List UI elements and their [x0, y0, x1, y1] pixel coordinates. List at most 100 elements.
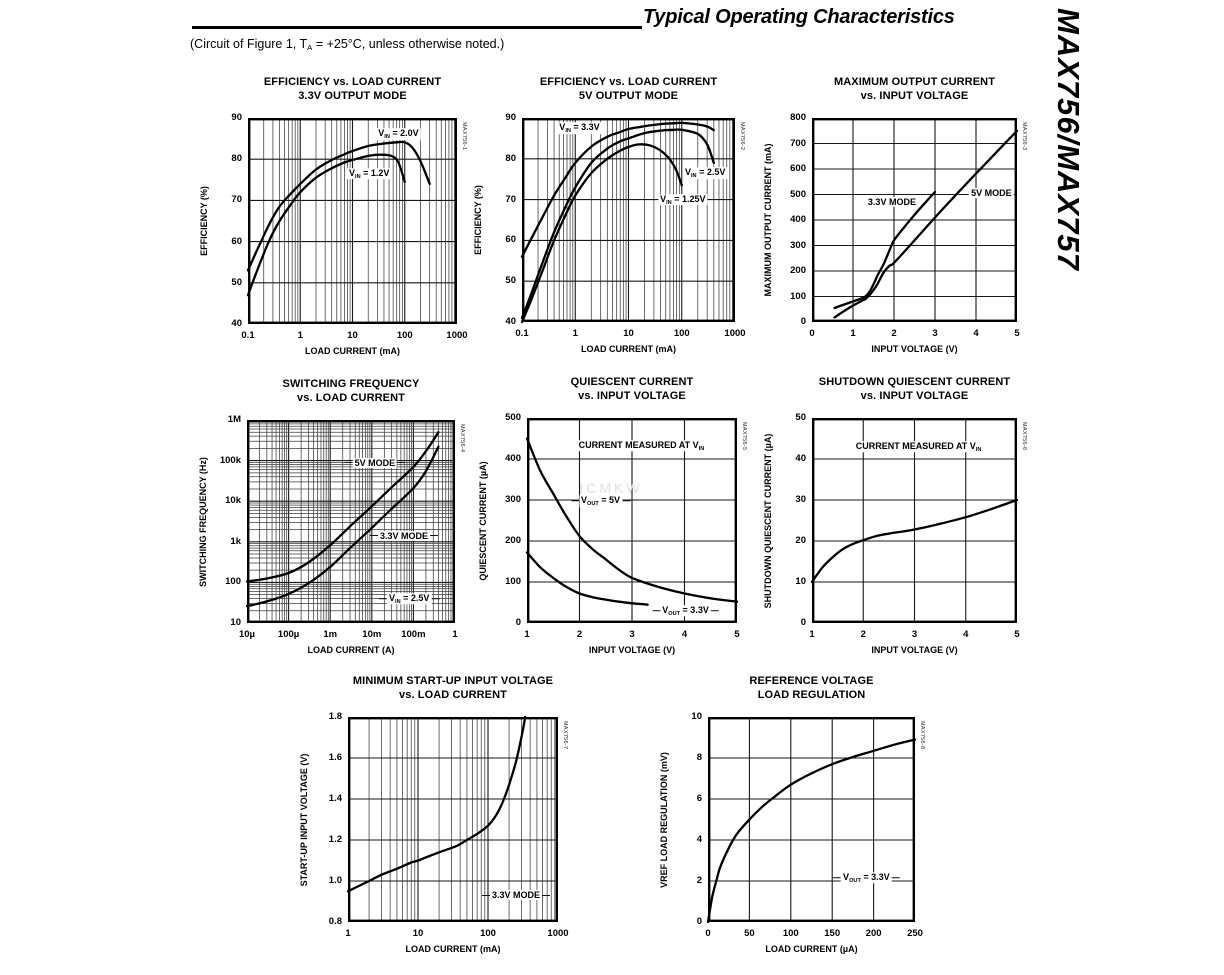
curve-label-text: VIN = 2.5V [387, 592, 432, 605]
x-tick: 1 [809, 629, 815, 640]
x-tick: 10 [412, 928, 424, 939]
x-tick: 1 [297, 330, 303, 341]
y-tick: 500 [790, 188, 806, 200]
y-tick: 50 [505, 275, 516, 287]
chart-title-line: EFFICIENCY vs. LOAD CURRENT [263, 76, 442, 88]
curve-label: VIN = 2.5V [379, 592, 440, 605]
curve-label-text: VIN = 1.25V [658, 193, 708, 206]
series-vout-3.3v [525, 551, 649, 606]
y-tick: 4 [696, 834, 702, 845]
x-tick: 100 [396, 330, 413, 341]
series-3.3v-mode [245, 445, 440, 608]
x-tick: 10m [362, 629, 382, 640]
chart-id: MAX756-5 [741, 422, 747, 451]
x-tick: 100 [480, 928, 496, 939]
header-rule [192, 26, 642, 29]
x-tick: 4 [681, 629, 688, 640]
chart-id: MAX756-4 [459, 424, 465, 453]
y-axis-label: START-UP INPUT VOLTAGE (V) [299, 753, 309, 886]
label-dash [397, 461, 406, 464]
curve-label-text: VOUT = 3.3V [660, 604, 711, 617]
y-tick: 800 [790, 112, 806, 123]
x-axis-label: LOAD CURRENT (µA) [765, 944, 858, 954]
label-dash [370, 535, 379, 537]
chart-id: MAX756-3 [1021, 122, 1027, 151]
y-tick: 70 [505, 193, 516, 205]
label-dash [833, 877, 842, 879]
x-tick: 1000 [547, 928, 569, 939]
label-dash [622, 500, 631, 502]
chart-id: MAX756-8 [919, 721, 925, 750]
chart-title: EFFICIENCY vs. LOAD CURRENT 5V OUTPUT MOD… [482, 76, 775, 103]
curve-label-text: 5V MODE [352, 457, 398, 468]
y-tick: 6 [696, 793, 702, 804]
label-dash [344, 461, 353, 464]
y-tick: 50 [795, 412, 806, 423]
plot-area [525, 418, 739, 624]
label-dash [431, 597, 440, 600]
series-vin-2.0v [246, 140, 431, 272]
series-vin-2.5v [520, 128, 715, 320]
y-tick: 40 [795, 453, 806, 464]
chart-title-line: LOAD REGULATION [757, 688, 866, 701]
x-axis-label: INPUT VOLTAGE (V) [871, 344, 958, 354]
series-3.3v-mode [346, 715, 527, 893]
series-vout-3.3v [706, 738, 917, 924]
part-number-vertical: MAX756/MAX757 [1051, 8, 1086, 271]
curve-label-text: 3.3V MODE [489, 890, 543, 901]
series-vin-3.3v [520, 121, 715, 258]
x-tick: 1 [452, 629, 458, 640]
x-tick: 0 [705, 928, 711, 939]
conditions-note: (Circuit of Figure 1, TA = +25°C, unless… [190, 37, 505, 53]
chart-title-line: SHUTDOWN QUIESCENT CURRENT [818, 376, 1011, 388]
x-tick: 150 [824, 928, 841, 939]
chart-title-line: vs. INPUT VOLTAGE [578, 389, 686, 402]
x-tick: 50 [744, 928, 755, 939]
x-tick: 4 [963, 629, 969, 640]
chart-title: EFFICIENCY vs. LOAD CURRENT 3.3V OUTPUT M… [208, 76, 497, 103]
curve-label: 3.3V MODE [481, 890, 551, 901]
label-dash [891, 877, 900, 879]
series-5v-mode [245, 431, 440, 583]
curve-label: VOUT = 3.3V [833, 872, 900, 884]
chart-title-line: 5V OUTPUT MODE [578, 89, 679, 102]
chart-minimum-start-up-input-voltage-vs-load-current: MINIMUM START-UP INPUT VOLTAGE vs. LOAD C… [299, 675, 569, 954]
y-tick: 1.6 [328, 752, 342, 763]
y-tick: 10k [225, 495, 241, 507]
chart-title-line: vs. LOAD CURRENT [297, 391, 405, 404]
curve-label: 5V MODE [969, 188, 1014, 199]
y-tick: 50 [231, 276, 242, 288]
x-tick: 1 [524, 629, 530, 640]
y-tick: 1.8 [328, 711, 342, 722]
chart-title: SWITCHING FREQUENCY vs. LOAD CURRENT [207, 378, 495, 405]
chart-switching-frequency-vs-load-current: SWITCHING FREQUENCY vs. LOAD CURRENT SWITC… [198, 378, 465, 655]
y-tick: 0.8 [328, 916, 342, 927]
y-tick: 0 [800, 316, 806, 327]
curve-label-text: ICMKW [579, 479, 643, 496]
chart-title-line: REFERENCE VOLTAGE [749, 675, 874, 687]
curve-label: VOUT = 5V [570, 495, 631, 507]
y-axis-label: EFFICIENCY (%) [199, 186, 209, 256]
curve-label-text: CURRENT MEASURED AT VIN [853, 440, 984, 453]
curve-label-text: VIN = 2.0V [376, 128, 421, 141]
series-vout-5v [525, 437, 739, 603]
curve-label-text: VIN = 2.5V [682, 167, 728, 179]
y-axis-label: SWITCHING FREQUENCY (Hz) [198, 456, 208, 587]
x-tick: 5 [1014, 328, 1020, 339]
y-tick: 1M [227, 414, 241, 425]
page-title: Typical Operating Characteristics [643, 6, 955, 28]
y-tick: 90 [231, 112, 242, 123]
chart-shutdown-quiescent-current-vs-input-voltage: SHUTDOWN QUIESCENT CURRENT vs. INPUT VOLT… [763, 376, 1027, 655]
curve-label-text: 3.3V MODE [378, 530, 431, 541]
y-tick: 10 [795, 576, 806, 587]
chart-title-line: QUIESCENT CURRENT [570, 376, 694, 388]
curve-label-text: 5V MODE [969, 188, 1014, 199]
x-tick: 10 [347, 330, 358, 341]
y-tick: 0 [800, 617, 806, 628]
plot-area [520, 118, 736, 324]
chart-title: REFERENCE VOLTAGE LOAD REGULATION [668, 675, 955, 702]
y-tick: 0 [696, 916, 702, 927]
label-dash [430, 535, 439, 537]
y-tick: 0 [515, 617, 521, 628]
y-tick: 700 [790, 137, 806, 149]
